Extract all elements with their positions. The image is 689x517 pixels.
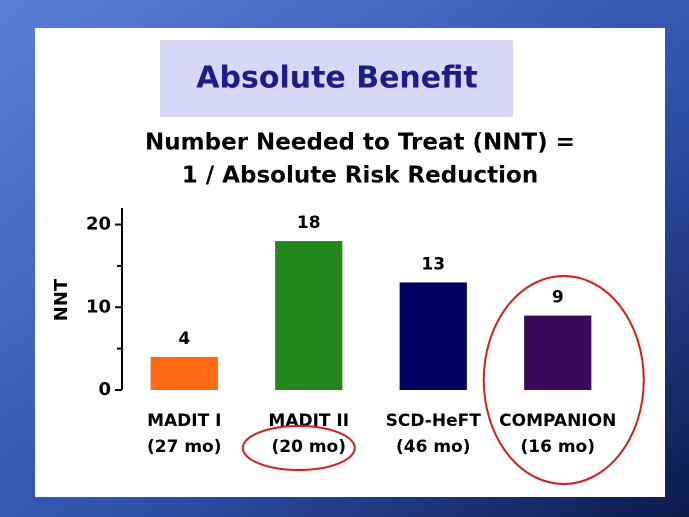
x-tick-label: MADIT I	[147, 411, 221, 431]
y-tick-label: 10	[86, 296, 111, 317]
highlight-ellipse	[482, 275, 645, 485]
subtitle: 1 / Absolute Risk Reduction	[182, 163, 538, 189]
y-axis-label: NNT	[51, 278, 72, 321]
title-box	[160, 40, 513, 117]
y-tick-label: 0	[98, 379, 111, 400]
value-label: 4	[178, 329, 190, 349]
x-tick-label: SCD-HeFT	[386, 411, 482, 431]
value-label: 13	[421, 254, 445, 274]
subtitle: Number Needed to Treat (NNT) =	[145, 130, 575, 156]
bar	[524, 315, 592, 390]
x-tick-sublabel: (16 mo)	[520, 437, 595, 457]
highlight-ellipse	[241, 425, 356, 471]
value-label: 18	[297, 213, 321, 233]
bar	[275, 241, 343, 390]
bar	[399, 282, 467, 390]
value-label: 9	[552, 288, 564, 308]
x-tick-label: COMPANION	[499, 411, 616, 431]
x-tick-sublabel: (46 mo)	[396, 437, 471, 457]
bar	[150, 356, 218, 390]
x-tick-sublabel: (27 mo)	[147, 437, 222, 457]
title: Absolute Benefit	[196, 61, 477, 96]
y-tick-label: 20	[86, 214, 111, 235]
x-tick-sublabel: (20 mo)	[271, 437, 346, 457]
